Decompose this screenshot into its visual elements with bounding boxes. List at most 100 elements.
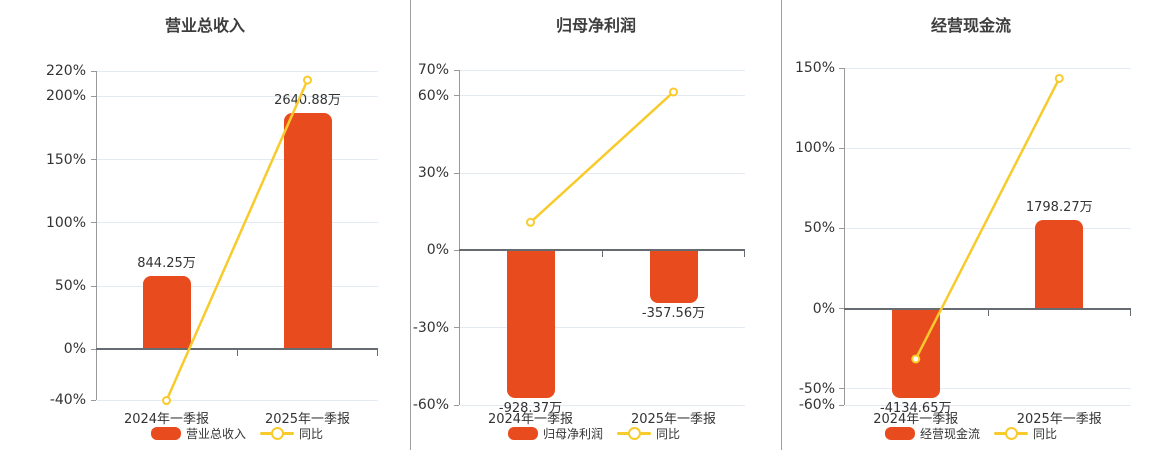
y-axis-label: 0% [812, 300, 835, 317]
gridline [845, 147, 1131, 149]
gridline [845, 388, 1131, 390]
yoy-line[interactable] [529, 90, 675, 224]
y-axis-tick [454, 249, 459, 251]
legend-bar-label: 营业总收入 [185, 427, 246, 441]
yoy-point-2025年一季报[interactable] [303, 75, 312, 85]
yoy-point-2024年一季报[interactable] [526, 217, 535, 227]
x-axis-category-label: 2025年一季报 [630, 412, 717, 427]
y-axis-tick [454, 95, 459, 97]
x-axis-tick [602, 251, 603, 258]
legend-item-cash-flow-bar[interactable]: 经营现金流 [884, 425, 980, 442]
y-axis-tick [91, 95, 96, 97]
x-axis-tick [237, 350, 238, 357]
bar-2024年一季报[interactable] [506, 251, 555, 399]
y-axis-label: -60% [412, 397, 449, 413]
chart-title-revenue: 营业总收入 [164, 16, 245, 35]
legend-yoy-label: 同比 [656, 427, 681, 441]
legend-revenue: 营业总收入 同比 [150, 425, 323, 442]
y-axis-tick [454, 327, 459, 329]
y-axis-label: 100% [794, 140, 835, 157]
y-axis-tick [91, 399, 96, 401]
panel-operating-revenue: 营业总收入 220% 200% 150% 100% 50% 0% -40% 844.25万 20… [0, 0, 411, 450]
y-axis-tick [839, 404, 844, 406]
bar-value-label: 1798.27万 [1025, 199, 1093, 215]
legend-bar-label: 经营现金流 [919, 427, 980, 441]
bar-swatch-icon [507, 427, 538, 440]
bar-value-label: -357.56万 [641, 305, 706, 321]
bar-value-label: -4134.65万 [880, 400, 952, 416]
y-axis-tick [839, 67, 844, 69]
bar-2024年一季报[interactable] [142, 276, 191, 349]
y-axis-label: 0% [63, 341, 86, 358]
gridline [460, 327, 745, 329]
y-axis-label: 70% [417, 62, 449, 78]
legend-item-yoy[interactable]: 同比 [994, 425, 1057, 442]
y-axis-label: 100% [45, 214, 86, 231]
yoy-line-marker-icon [260, 427, 294, 440]
y-axis-label: 150% [794, 60, 835, 76]
x-axis-line [459, 249, 745, 252]
gridline [845, 404, 1131, 406]
legend-net-profit: 归母净利润 同比 [507, 425, 680, 442]
y-axis-label: 0% [426, 242, 449, 259]
bar-value-label: -928.37万 [498, 401, 563, 417]
plot-area-cash-flow: 150% 100% 50% 0% -50% -60% -4134.65万 2024年一季报 17… [782, 0, 1160, 450]
y-axis-tick [839, 147, 844, 149]
y-axis-tick [454, 404, 459, 406]
legend-item-revenue-bar[interactable]: 营业总收入 [150, 425, 246, 442]
bar-value-label: 2640.88万 [274, 93, 341, 109]
y-axis-label: 30% [417, 165, 449, 182]
y-axis-tick [91, 222, 96, 224]
plot-area-revenue: 220% 200% 150% 100% 50% 0% -40% 844.25万 2024年一季报… [0, 0, 410, 450]
bar-2024年一季报[interactable] [891, 309, 940, 398]
x-axis-category-label: 2024年一季报 [487, 412, 574, 427]
x-axis-tick [377, 350, 378, 357]
y-axis-label: 50% [803, 220, 835, 237]
gridline [845, 227, 1131, 229]
y-axis-tick [839, 227, 844, 229]
yoy-point-2024年一季报[interactable] [162, 396, 171, 406]
x-axis-category-label: 2024年一季报 [873, 412, 959, 427]
plot-area-net-profit: 70% 60% 30% 0% -30% -60% -928.37万 2024年一季报 -357.… [411, 0, 781, 450]
y-axis-label: 220% [45, 63, 86, 79]
gridline [97, 70, 378, 72]
y-axis-label: 200% [45, 88, 86, 105]
yoy-line-layer [526, 87, 678, 227]
y-axis-label: 150% [45, 151, 86, 168]
bar-swatch-icon [150, 427, 181, 440]
x-axis-category-label: 2025年一季报 [1016, 412, 1102, 427]
gridline [460, 172, 745, 174]
panel-net-profit: 归母净利润 70% 60% 30% 0% -30% -60% -928.37万 2024年一季… [411, 0, 782, 450]
gridline [97, 159, 378, 161]
gridline [460, 404, 745, 406]
x-axis-tick [744, 251, 745, 258]
y-axis-label: -60% [798, 397, 835, 413]
gridline [97, 399, 378, 401]
x-axis-tick [987, 309, 989, 316]
y-axis-label: 60% [417, 87, 449, 104]
bar-2025年一季报[interactable] [1035, 219, 1084, 308]
y-axis-tick [91, 70, 96, 72]
legend-yoy-label: 同比 [299, 427, 324, 441]
y-axis-label: -50% [798, 380, 835, 397]
legend-cash-flow: 经营现金流 同比 [884, 425, 1057, 442]
bar-swatch-icon [884, 427, 915, 440]
yoy-point-2025年一季报[interactable] [1054, 73, 1064, 83]
y-axis-label: 50% [54, 278, 86, 295]
yoy-line-marker-icon [994, 427, 1028, 440]
legend-item-net-profit-bar[interactable]: 归母净利润 [507, 425, 603, 442]
y-axis-label: -30% [412, 319, 449, 336]
bar-value-label: 844.25万 [137, 256, 196, 272]
x-axis-tick [1130, 309, 1131, 316]
legend-item-yoy[interactable]: 同比 [617, 425, 680, 442]
bar-2025年一季报[interactable] [649, 251, 698, 303]
bar-2025年一季报[interactable] [283, 113, 332, 349]
y-axis-label: -40% [49, 392, 86, 408]
y-axis-tick [839, 388, 844, 390]
y-axis-tick [91, 348, 96, 350]
y-axis-tick [454, 172, 459, 174]
legend-bar-label: 归母净利润 [542, 427, 603, 441]
legend-item-yoy[interactable]: 同比 [260, 425, 323, 442]
gridline [460, 69, 745, 71]
